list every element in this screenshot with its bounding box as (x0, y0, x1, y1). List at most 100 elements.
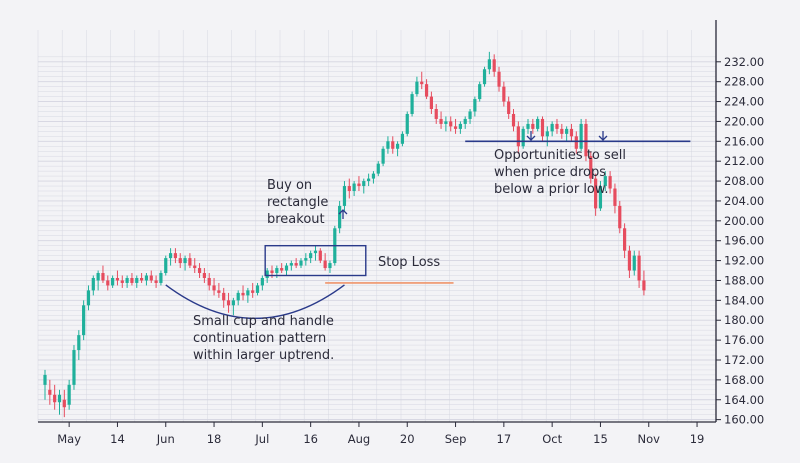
candle (338, 200, 342, 234)
x-tick-label: 20 (400, 432, 415, 446)
candle-body (420, 81, 424, 85)
candle (637, 250, 641, 288)
y-axis-ticks: 160.00 164.00 168.00 172.00 176.00 180.00 184.… (716, 55, 764, 427)
candle-body (405, 113, 409, 134)
candle (193, 258, 197, 274)
candle-body (637, 255, 641, 281)
candle-body (642, 280, 646, 291)
candle-body (101, 273, 105, 281)
candle (313, 245, 318, 261)
candle-body (67, 384, 71, 405)
candle (236, 290, 240, 306)
candle (135, 275, 139, 288)
candle (222, 287, 226, 308)
candle (560, 123, 564, 139)
candle (594, 173, 598, 216)
candle (140, 273, 144, 283)
candle-body (255, 285, 260, 293)
candle (101, 265, 105, 283)
breakout-up-arrow (338, 209, 348, 219)
candle-body (574, 136, 578, 149)
candle (111, 275, 115, 288)
candle-body (589, 156, 593, 179)
candle (173, 248, 178, 264)
grid-lines (37, 30, 716, 422)
candle (526, 118, 530, 134)
candle (367, 173, 371, 187)
candle-body (275, 268, 279, 274)
candle-body (328, 263, 332, 269)
y-tick-label: 224.00 (724, 95, 764, 109)
candle-body (309, 253, 313, 259)
y-tick-label: 172.00 (724, 353, 764, 367)
candle-body (313, 250, 318, 254)
x-tick-label: May (57, 432, 81, 446)
y-tick-label: 164.00 (724, 393, 764, 407)
candle-body (584, 123, 588, 157)
candle-body (618, 205, 622, 229)
candle-body (603, 176, 607, 187)
candle (149, 270, 153, 283)
candle (106, 275, 110, 291)
candle (207, 273, 211, 291)
candle-body (632, 255, 636, 271)
buy-annotation: Buy on rectangle breakout (267, 178, 333, 227)
candle-body (550, 123, 554, 132)
candle-body (183, 258, 187, 264)
candle (120, 275, 124, 288)
candle (613, 183, 617, 214)
candle (323, 253, 327, 271)
candle (579, 118, 583, 152)
candle-body (386, 141, 390, 149)
candle-body (395, 143, 400, 149)
candle-body (526, 123, 530, 129)
candle (347, 178, 351, 199)
candle-body (565, 128, 569, 134)
candle-body (144, 275, 149, 281)
candle (91, 275, 95, 296)
candle-body (236, 292, 240, 301)
candle (623, 223, 627, 259)
candle-body (410, 94, 414, 114)
annotation-overlay (165, 131, 691, 319)
candle-body (434, 109, 438, 119)
candle-body (608, 176, 612, 189)
candle (511, 109, 516, 132)
candle-body (338, 205, 342, 229)
candle (449, 116, 453, 132)
candle-body (516, 126, 520, 147)
candle-body (48, 389, 52, 395)
candle (72, 345, 76, 390)
candle-body (594, 178, 598, 209)
candle (487, 51, 491, 75)
candle-body (536, 118, 540, 129)
y-tick-label: 188.00 (724, 273, 764, 287)
candle (550, 121, 554, 137)
candle-body (545, 131, 549, 137)
candle (424, 79, 429, 100)
candle-body (284, 265, 289, 271)
candle (492, 54, 496, 77)
candle (410, 91, 414, 117)
candle-body (251, 290, 255, 293)
candle (231, 297, 235, 316)
candle-body (188, 258, 192, 266)
candle (284, 263, 289, 276)
x-tick-label: Aug (348, 432, 370, 446)
candle (516, 121, 520, 154)
sell-down-arrow-1 (526, 131, 536, 141)
candle (386, 136, 390, 154)
candle (429, 91, 433, 114)
candle (43, 369, 47, 400)
candle-body (482, 69, 487, 85)
candle-body (555, 123, 559, 129)
candle (444, 116, 448, 132)
candle (362, 178, 366, 194)
y-tick-label: 208.00 (724, 174, 764, 188)
candle-body (217, 290, 221, 293)
candle (57, 389, 62, 415)
candle (545, 126, 549, 147)
candle (82, 300, 86, 341)
stop-loss-annotation: Stop Loss (378, 255, 440, 270)
candle-body (130, 277, 134, 283)
